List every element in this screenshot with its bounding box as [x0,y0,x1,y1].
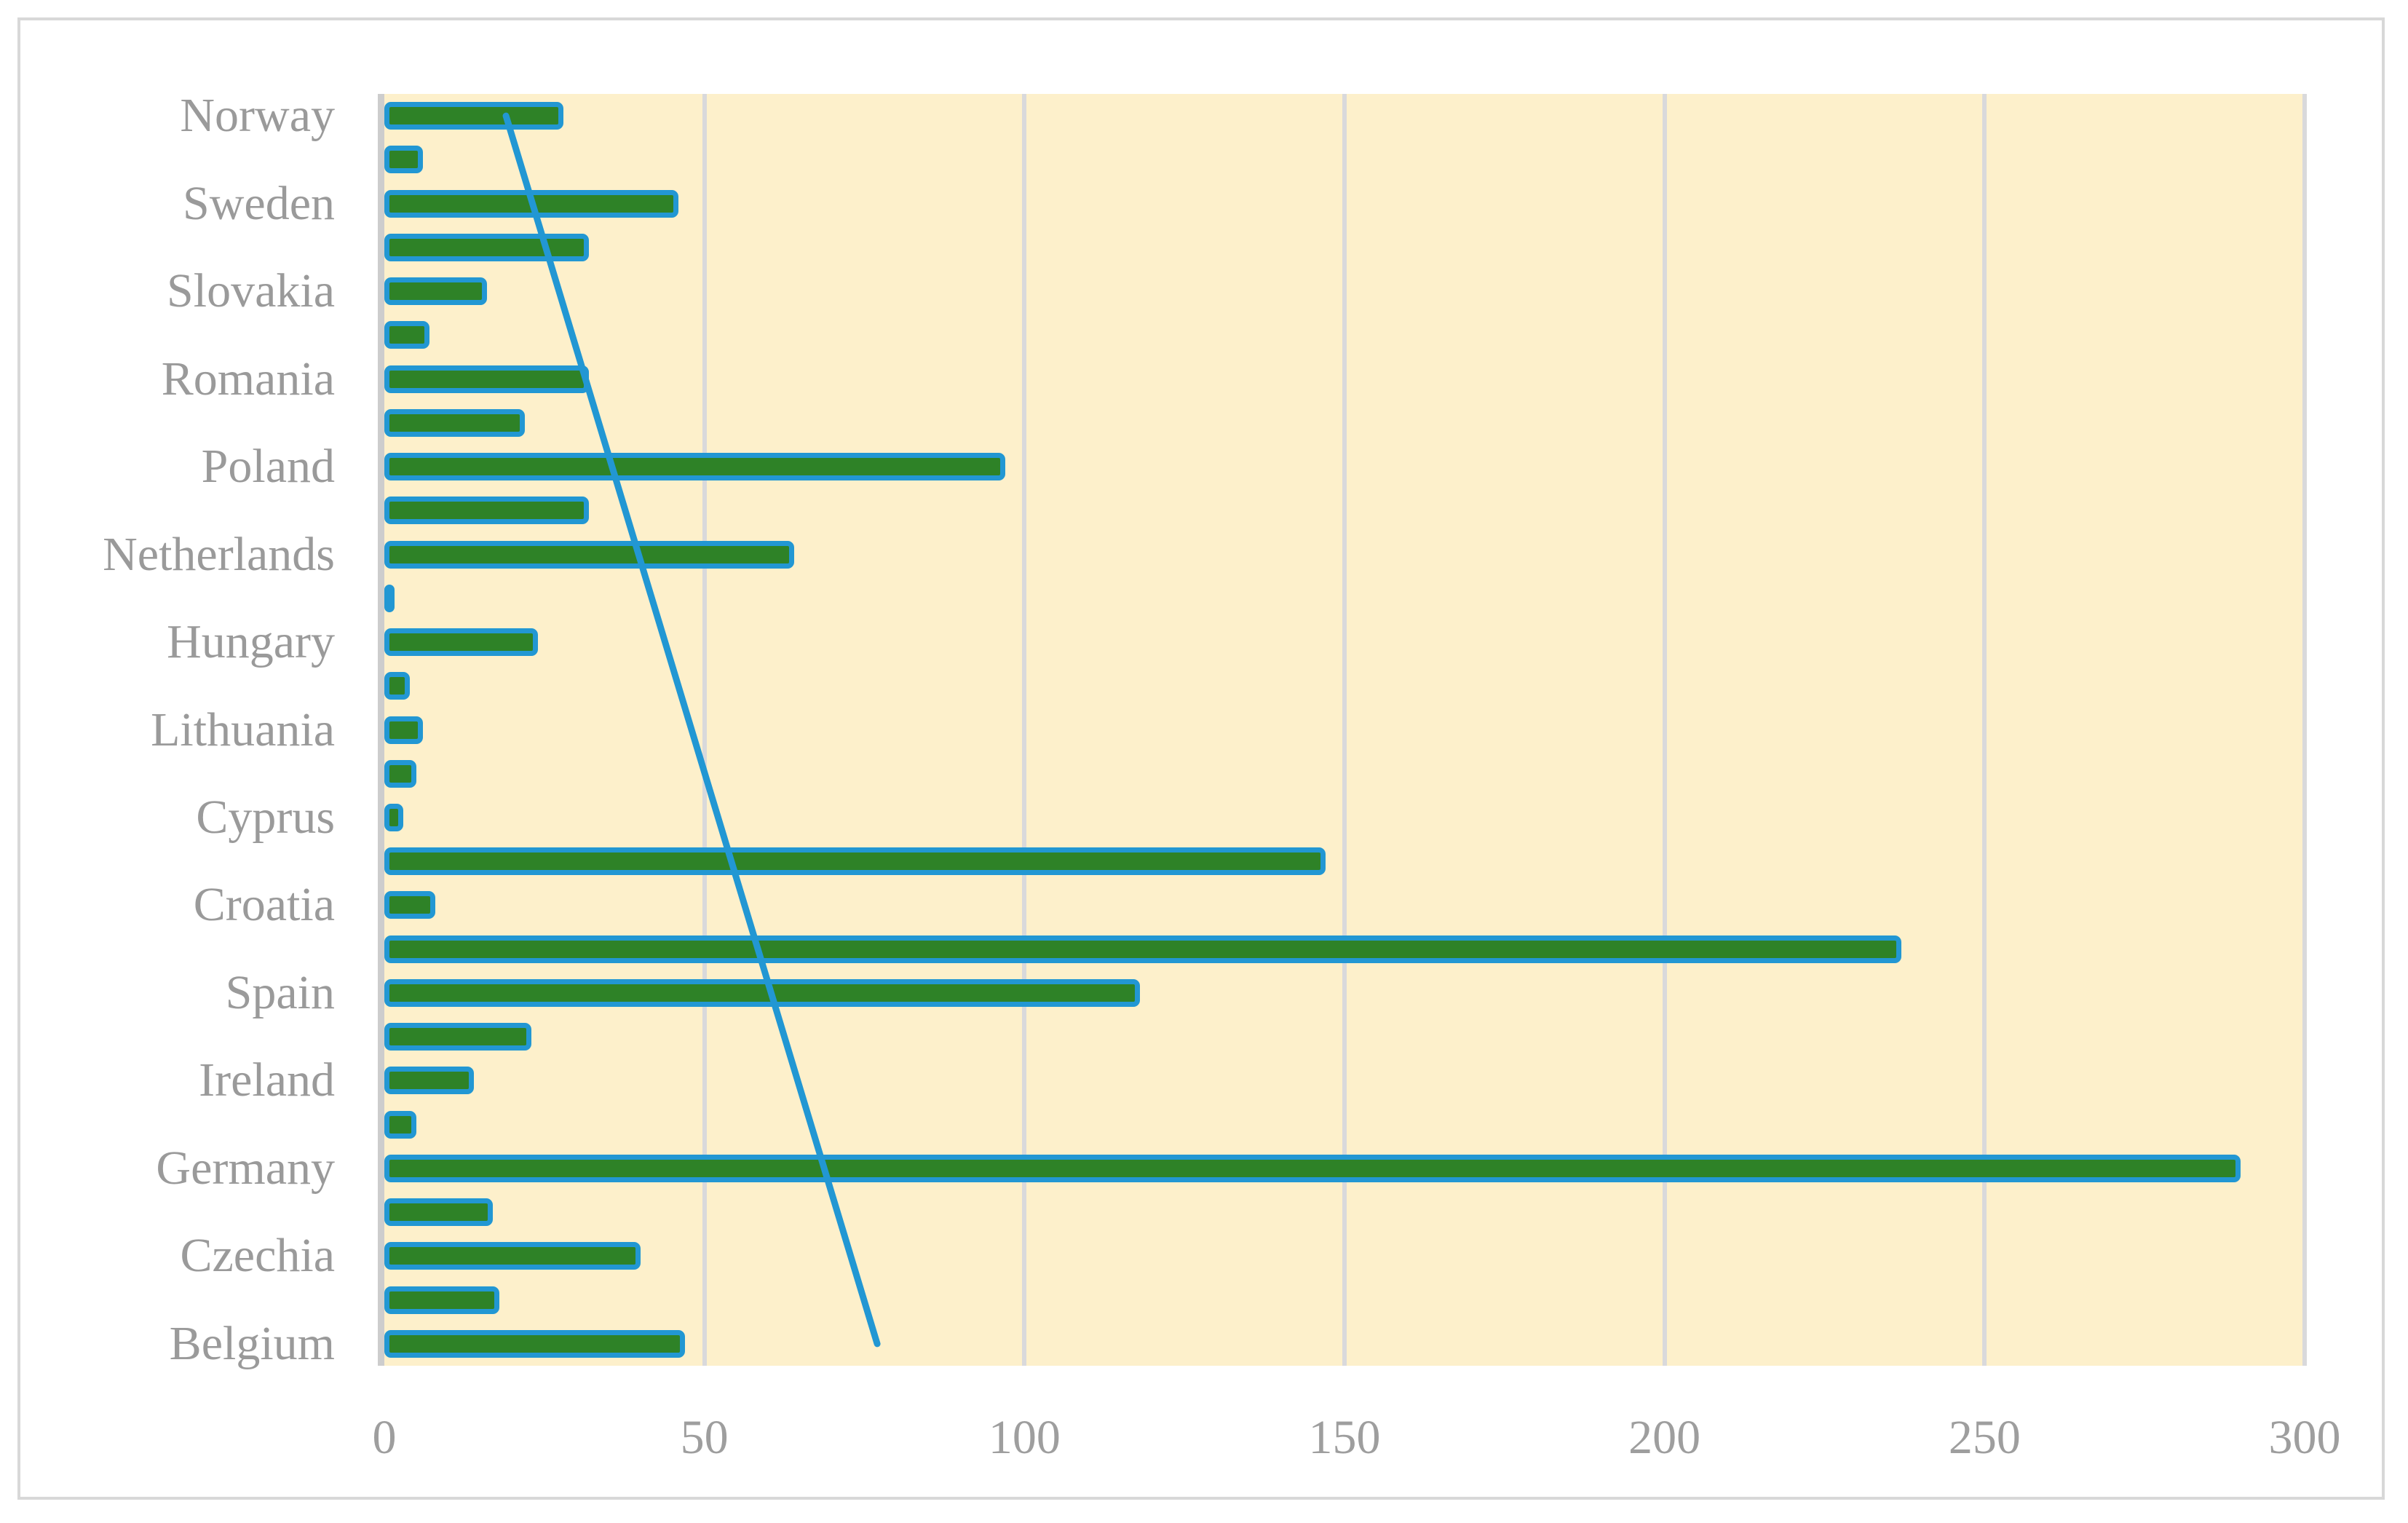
gridline [1662,94,1667,1366]
gridline [1342,94,1347,1366]
x-tick-label: 0 [372,1411,397,1464]
bar [384,540,794,569]
country-axis-label: Norway [180,89,335,143]
bar [384,759,416,788]
country-axis-label: Ireland [199,1053,335,1107]
x-tick-label: 100 [988,1411,1061,1464]
bar [384,1242,641,1270]
x-tick-label: 50 [680,1411,729,1464]
bar [384,1198,494,1227]
bar [384,1286,500,1314]
gridline [1982,94,1987,1366]
country-axis-label: Poland [201,440,335,494]
bar [384,321,429,349]
bar [384,628,539,657]
bar [384,978,1140,1007]
trendline-svg [502,112,881,1348]
bar [384,672,411,700]
gridline [1022,94,1027,1366]
bar [384,891,436,919]
bar [384,453,1005,481]
trendline [502,112,881,1348]
country-axis-label: Slovakia [167,264,335,318]
bar [384,277,487,306]
bar [384,1023,532,1051]
bar [384,102,564,130]
bar [384,1329,686,1358]
country-axis-label: Croatia [193,878,335,932]
country-axis-label: Germany [156,1141,335,1195]
x-tick-label: 150 [1308,1411,1381,1464]
bar [384,584,395,612]
country-axis-label: Spain [225,965,335,1019]
country-axis-label: Cyprus [196,790,335,844]
country-axis-label: Romania [161,352,335,406]
bar [384,1110,416,1139]
country-axis-label: Belgium [169,1316,335,1370]
x-tick-label: 300 [2268,1411,2341,1464]
bar [384,716,423,744]
bar [384,1067,475,1095]
x-tick-label: 200 [1628,1411,1701,1464]
gridline [2302,94,2307,1366]
gridline [702,94,707,1366]
bar [384,146,423,174]
bar [384,935,1902,963]
bar [384,1154,2241,1182]
y-axis-line [378,94,384,1366]
bar [384,233,590,261]
country-axis-label: Netherlands [103,527,335,581]
bar [384,408,526,437]
bar [384,847,1326,876]
country-axis-label: Hungary [167,615,335,669]
x-tick-label: 250 [1948,1411,2021,1464]
country-axis-label: Sweden [183,176,335,230]
plot-area [378,94,2307,1366]
bar [384,365,590,393]
country-axis-label: Czechia [180,1229,335,1283]
bar [384,497,590,525]
bar [384,803,404,831]
country-axis-label: Lithuania [151,703,335,756]
